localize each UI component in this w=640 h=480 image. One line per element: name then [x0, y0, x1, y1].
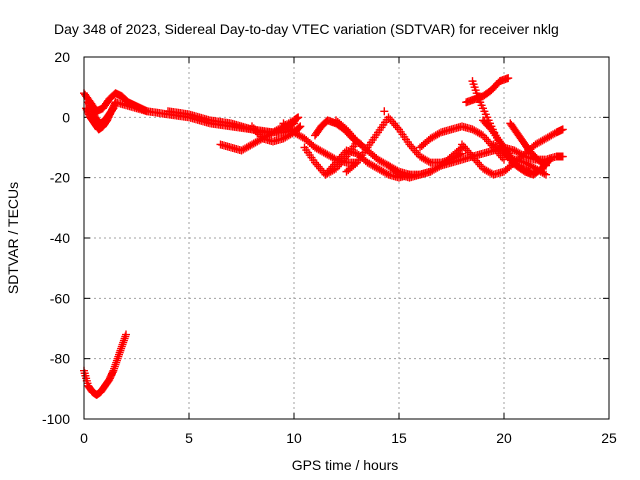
data-point	[108, 368, 117, 377]
x-tick-label: 20	[496, 430, 512, 446]
axis-ticks: 0 5 10 15 20 25 -100 -80 -60 -40 -20 0 20	[42, 49, 617, 446]
data-point	[544, 157, 553, 166]
y-tick-label: 20	[54, 49, 70, 65]
data-point	[540, 160, 549, 169]
series-arc7	[248, 122, 305, 146]
data-point	[558, 152, 567, 161]
x-axis-label: GPS time / hours	[292, 457, 399, 473]
series-arc3	[84, 98, 118, 128]
data-point	[382, 169, 391, 178]
y-tick-label: 0	[62, 109, 70, 125]
series-arc22	[489, 140, 550, 179]
data-point	[117, 344, 126, 353]
data-point	[296, 122, 305, 131]
data-point	[424, 157, 433, 166]
x-tick-label: 25	[601, 430, 617, 446]
y-tick-label: -80	[50, 351, 70, 367]
y-tick-label: -60	[50, 290, 70, 306]
series-arc20	[462, 74, 513, 107]
data-point	[504, 74, 513, 83]
data-points	[80, 74, 567, 399]
data-point	[340, 123, 349, 132]
y-tick-label: -20	[50, 170, 70, 186]
data-point	[546, 155, 555, 164]
x-tick-label: 0	[80, 430, 88, 446]
data-point	[540, 169, 549, 178]
data-point	[558, 125, 567, 134]
series-arc24	[80, 330, 130, 399]
x-tick-label: 10	[286, 430, 302, 446]
data-point	[435, 129, 444, 138]
data-point	[295, 123, 304, 132]
data-point	[542, 170, 550, 179]
data-point	[109, 104, 118, 113]
chart-title: Day 348 of 2023, Sidereal Day-to-day VTE…	[54, 21, 559, 37]
series-arc6	[216, 113, 303, 155]
data-point	[294, 113, 303, 122]
data-point	[380, 107, 389, 116]
plot-frame	[83, 56, 610, 420]
x-tick-label: 5	[185, 430, 193, 446]
series-arc23	[506, 119, 550, 170]
data-point	[508, 154, 517, 163]
y-tick-label: -40	[50, 230, 70, 246]
series-arc14	[380, 107, 389, 116]
y-axis-label: SDTVAR / TECUs	[5, 182, 21, 294]
data-point	[542, 161, 550, 170]
data-point	[351, 160, 360, 169]
data-point	[122, 330, 130, 339]
data-point	[113, 354, 122, 363]
y-tick-label: -100	[42, 411, 70, 427]
x-tick-label: 15	[391, 430, 407, 446]
data-point	[108, 105, 117, 114]
